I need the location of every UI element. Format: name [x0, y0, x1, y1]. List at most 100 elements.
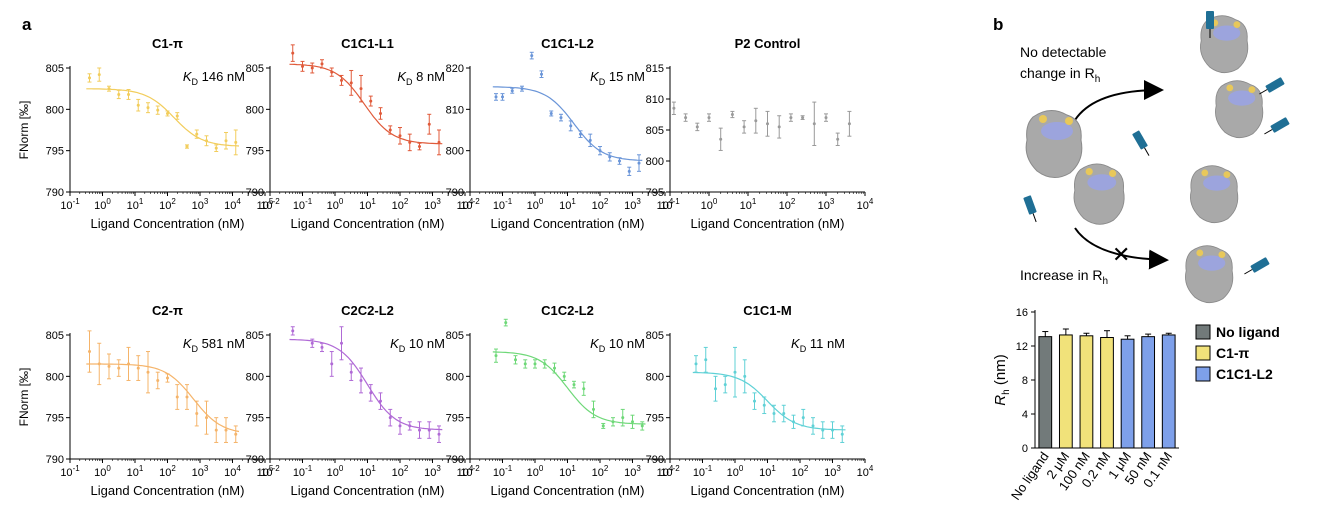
- legend-label: C1C1-L2: [1216, 366, 1273, 382]
- panel-label-a: a: [22, 15, 32, 34]
- data-point: [791, 414, 796, 429]
- y-tick-label: 790: [246, 187, 264, 199]
- x-tick-label: 102: [592, 464, 609, 479]
- data-point: [107, 353, 111, 380]
- kd-annotation: KD 10 nM: [590, 336, 645, 354]
- chart-title: P2 Control: [735, 36, 801, 51]
- point-marker: [801, 116, 805, 120]
- y-tick-label: 800: [646, 371, 664, 383]
- data-point: [87, 330, 92, 373]
- point-marker: [388, 128, 392, 132]
- protein-dimer-top: [1190, 165, 1239, 224]
- x-tick-label: 103: [818, 197, 835, 212]
- y-tick-label: 800: [246, 104, 264, 116]
- data-point: [847, 110, 852, 137]
- point-marker: [695, 125, 699, 129]
- chart-panel: C2C2-L2 790 795 800 805 10-2 10-1 100 101 102 103 1…: [246, 303, 474, 498]
- point-marker: [136, 103, 140, 107]
- data-point: [165, 373, 170, 383]
- data-point: [87, 73, 92, 83]
- point-marker: [146, 370, 150, 374]
- y-tick-label: 805: [646, 330, 664, 342]
- data-point: [339, 326, 344, 361]
- data-point: [437, 425, 441, 443]
- ligand-block: [1265, 77, 1285, 93]
- x-tick-label: 101: [759, 464, 776, 479]
- point-marker: [719, 137, 723, 141]
- point-marker: [291, 329, 295, 333]
- x-tick-label: 104: [224, 197, 241, 212]
- protein-free-1: [1025, 110, 1083, 178]
- point-marker: [723, 383, 727, 387]
- binding-site-yellow: [1223, 171, 1231, 178]
- point-marker: [418, 145, 421, 149]
- point-marker: [291, 51, 295, 55]
- point-marker: [437, 140, 441, 144]
- x-tick-label: 101: [740, 197, 757, 212]
- x-tick-label: 102: [392, 464, 409, 479]
- chart-title: C2-π: [152, 303, 183, 318]
- x-tick-label: 100: [527, 197, 544, 212]
- y-tick-label: 805: [246, 330, 264, 342]
- data-point: [617, 157, 622, 165]
- data-point: [801, 408, 806, 427]
- x-tick-label: 105: [257, 197, 274, 212]
- x-tick-label: 10-2: [460, 197, 480, 212]
- x-tick-label: 102: [592, 197, 609, 212]
- data-point: [233, 129, 238, 156]
- data-point: [607, 152, 612, 162]
- binding-site-yellow: [1201, 169, 1209, 177]
- data-point: [762, 396, 767, 415]
- x-tick-label: 103: [824, 464, 841, 479]
- data-point: [611, 417, 615, 427]
- data-point: [437, 129, 441, 156]
- data-point: [398, 127, 402, 145]
- legend-label: C1-π: [1216, 345, 1250, 361]
- point-marker: [533, 362, 537, 366]
- point-marker: [185, 395, 189, 399]
- point-marker: [743, 374, 747, 378]
- point-marker: [136, 366, 140, 370]
- ligand-dimer-1: [1244, 257, 1270, 275]
- x-tick-label: 105: [257, 464, 274, 479]
- point-marker: [379, 111, 382, 115]
- cross-mark-icon: ✕: [1112, 242, 1130, 267]
- data-point: [175, 112, 180, 120]
- x-tick-label: 10-1: [493, 197, 513, 212]
- data-point: [214, 144, 219, 152]
- x-tick-label: 100: [527, 464, 544, 479]
- x-tick-label: 10-1: [660, 197, 680, 212]
- fit-curve: [289, 63, 443, 145]
- data-point: [417, 142, 422, 151]
- protein-dimer-bottom: [1185, 245, 1234, 304]
- fit-curve: [86, 363, 240, 433]
- point-marker: [618, 159, 621, 163]
- x-axis-label: Ligand Concentration (nM): [491, 483, 645, 498]
- data-point: [835, 132, 840, 146]
- data-point: [407, 421, 412, 431]
- ligand-free-2: [1023, 195, 1037, 223]
- binding-site-blue: [1203, 175, 1231, 191]
- x-tick-label: 10-1: [293, 197, 313, 212]
- point-marker: [398, 134, 402, 138]
- point-marker: [514, 358, 517, 362]
- data-point: [671, 101, 676, 115]
- x-tick-label: 100: [727, 464, 744, 479]
- point-marker: [553, 366, 556, 370]
- point-marker: [501, 95, 504, 99]
- point-marker: [234, 140, 238, 144]
- data-point: [329, 351, 334, 377]
- point-marker: [672, 106, 676, 110]
- data-point: [388, 408, 393, 427]
- point-marker: [359, 87, 363, 91]
- point-marker: [579, 132, 582, 136]
- data-point: [378, 107, 383, 120]
- data-point: [224, 131, 228, 150]
- point-marker: [684, 116, 688, 120]
- x-tick-label: 103: [624, 464, 641, 479]
- x-tick-label: 102: [792, 464, 809, 479]
- data-point: [204, 135, 209, 147]
- note-increase: Increase in Rh: [1020, 267, 1108, 287]
- legend-swatch: [1195, 345, 1211, 361]
